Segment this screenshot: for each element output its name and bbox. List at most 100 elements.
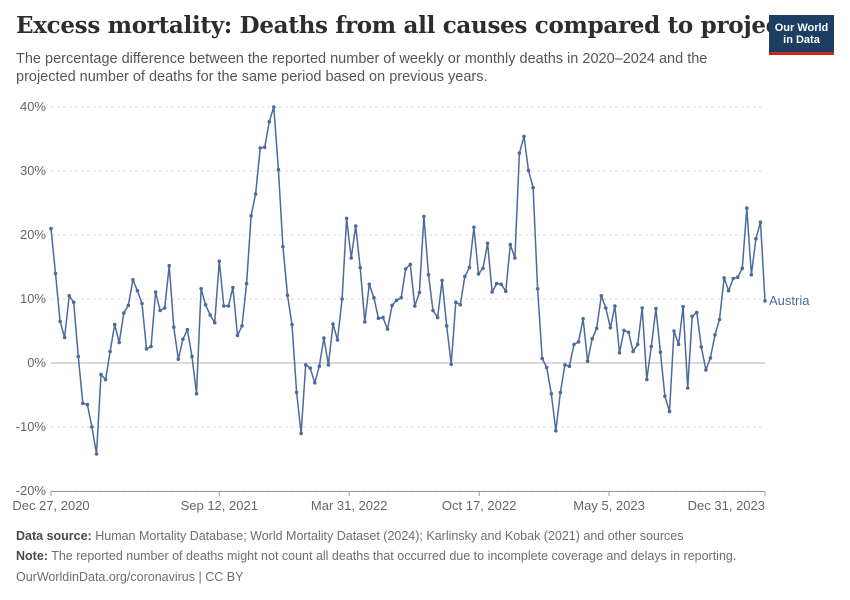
data-point (262, 145, 267, 150)
data-point (735, 275, 740, 280)
x-tick-label: Mar 31, 2022 (311, 498, 388, 513)
y-tick-label: 0% (27, 355, 46, 370)
data-point (290, 322, 294, 327)
data-point (144, 347, 149, 351)
data-point (281, 244, 285, 249)
data-point (226, 304, 231, 308)
data-point (299, 431, 303, 436)
data-point (408, 262, 413, 267)
data-point (149, 344, 153, 349)
data-point (322, 336, 326, 340)
data-point (658, 350, 663, 354)
data-point (499, 282, 504, 287)
data-point (685, 386, 690, 390)
data-point (672, 329, 676, 333)
data-point (285, 293, 290, 298)
data-point (431, 308, 435, 313)
data-point (454, 300, 458, 305)
data-point (222, 304, 226, 308)
data-point (308, 366, 313, 370)
data-point (117, 340, 121, 345)
data-point (126, 303, 131, 308)
data-point (303, 363, 308, 367)
data-point (535, 287, 540, 291)
logo-line-2: in Data (783, 33, 820, 46)
data-source: Data source: Human Mortality Database; W… (16, 529, 683, 543)
data-source-label: Data source: (16, 529, 92, 543)
x-tick-label: Oct 17, 2022 (442, 498, 516, 513)
data-point (740, 266, 745, 271)
credit-link[interactable]: OurWorldinData.org/coronavirus | CC BY (16, 570, 244, 584)
data-point (717, 317, 722, 322)
data-point (208, 313, 212, 317)
series-line-austria (50, 106, 766, 455)
data-point (131, 278, 135, 282)
data-point (353, 224, 358, 228)
data-point (413, 304, 417, 308)
data-point (53, 271, 58, 276)
data-point (435, 315, 440, 320)
data-point (194, 391, 199, 396)
data-point (526, 168, 531, 173)
data-point (58, 319, 62, 324)
data-point (585, 359, 590, 363)
x-tick-label: Dec 31, 2023 (688, 498, 765, 513)
data-point (504, 289, 508, 294)
owid-logo[interactable]: Our World in Data (769, 15, 834, 55)
data-point (258, 146, 263, 150)
data-point (472, 225, 476, 230)
data-point (417, 290, 422, 295)
data-point (540, 356, 544, 361)
x-tick-label: Sep 12, 2021 (181, 498, 258, 513)
data-point (176, 357, 181, 362)
y-tick-label: 30% (20, 163, 46, 178)
data-point (81, 401, 85, 406)
y-tick-label: 20% (20, 227, 46, 242)
data-point (490, 290, 494, 294)
data-source-text[interactable]: Human Mortality Database; World Mortalit… (95, 529, 684, 543)
data-point (167, 263, 171, 268)
data-point (631, 349, 635, 354)
data-point (713, 333, 717, 337)
data-point (376, 316, 381, 321)
data-point (663, 394, 667, 399)
data-point (726, 288, 731, 293)
line-chart: -20% -10% 0% 10% 20% 30% 40% Dec 27, 2020 Sep 12… (12, 99, 810, 513)
data-point (708, 356, 713, 360)
data-point (485, 241, 490, 246)
data-point (367, 282, 372, 287)
data-point (513, 256, 517, 260)
y-tick-label: -20% (16, 483, 47, 498)
data-point (317, 364, 322, 369)
data-point (608, 326, 613, 330)
data-point (681, 304, 685, 309)
data-point (76, 354, 81, 359)
note-label: Note: (16, 549, 48, 563)
data-point (67, 294, 71, 298)
data-point (604, 306, 608, 310)
logo-line-1: Our World (774, 21, 829, 34)
data-point (99, 372, 103, 377)
data-point (467, 265, 472, 270)
data-point (313, 381, 317, 385)
data-point (235, 333, 240, 338)
data-point (390, 303, 394, 308)
data-point (699, 345, 704, 349)
data-point (172, 325, 176, 330)
chart-subtitle: The percentage difference between the re… (16, 51, 708, 85)
data-point (444, 324, 449, 328)
data-point (153, 290, 158, 294)
data-point (217, 259, 222, 264)
data-point (440, 278, 444, 283)
data-point (654, 306, 658, 311)
data-point (576, 340, 581, 344)
data-point (399, 295, 404, 300)
data-point (267, 119, 272, 124)
data-point (231, 285, 235, 290)
data-point (522, 134, 526, 139)
data-point (185, 327, 190, 332)
data-point (199, 287, 203, 291)
data-point (754, 237, 758, 241)
series-layer: Austria (49, 105, 810, 456)
data-point (90, 425, 94, 429)
